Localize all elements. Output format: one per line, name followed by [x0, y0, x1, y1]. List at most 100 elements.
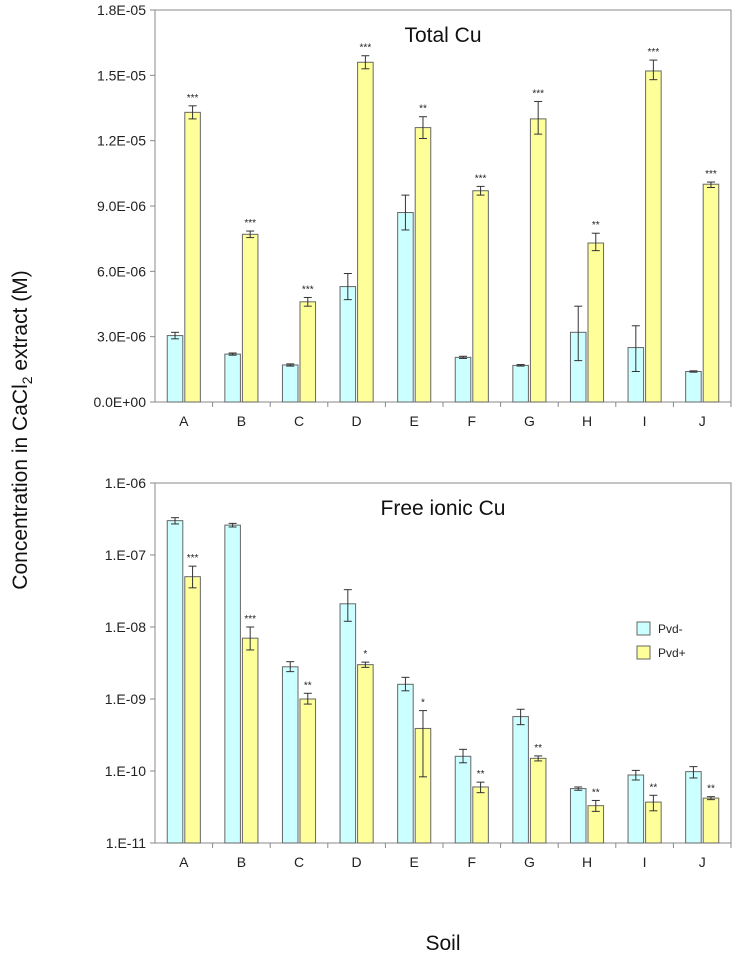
- y-axis-label-subscript: 2: [19, 376, 35, 384]
- bar-free-ionic-cu-pvdplus-B: [241, 637, 259, 844]
- bar-free-ionic-cu-pvdminus-G: [512, 716, 529, 844]
- bar-total-cu-pvdplus-I: [645, 70, 662, 403]
- x-tick-label: F: [468, 413, 477, 429]
- y-tick-label: 1.2E-05: [97, 133, 146, 149]
- x-tick-label: G: [524, 413, 535, 429]
- significance-label: **: [419, 104, 427, 115]
- significance-label: **: [477, 769, 485, 780]
- significance-label: ***: [532, 88, 544, 99]
- bar-free-ionic-cu-pvdminus-I: [627, 774, 645, 844]
- plot-frame-free-ionic-cu: [154, 482, 732, 844]
- bar-free-ionic-cu-pvdminus-F: [454, 755, 472, 844]
- significance-label: ***: [648, 47, 660, 58]
- x-tick-label: E: [410, 854, 419, 870]
- x-tick-label: G: [524, 854, 535, 870]
- significance-label: **: [649, 782, 657, 793]
- bar-free-ionic-cu-pvdplus-A: [184, 576, 201, 844]
- x-tick-label: F: [468, 854, 477, 870]
- bar-total-cu-pvdminus-C: [281, 364, 299, 403]
- significance-label: **: [304, 680, 312, 691]
- bar-total-cu-pvdplus-D: [357, 61, 374, 403]
- y-tick-label: 1.8E-05: [97, 2, 146, 18]
- bar-free-ionic-cu-pvdminus-J: [685, 771, 702, 844]
- bar-free-ionic-cu-pvdminus-E: [397, 683, 414, 844]
- significance-label: ***: [244, 614, 256, 625]
- bar-free-ionic-cu-pvdminus-D: [339, 603, 357, 844]
- x-tick-label: I: [643, 413, 647, 429]
- bar-total-cu-pvdplus-A: [184, 111, 201, 403]
- bar-total-cu-pvdplus-C: [299, 301, 317, 403]
- significance-label: **: [592, 787, 600, 798]
- y-tick-label: 0.0E+00: [93, 394, 146, 410]
- legend-label-pvd-minus: Pvd-: [658, 622, 683, 636]
- y-axis-label: Concentration in CaCl2 extract (M): [9, 270, 35, 589]
- x-tick-label: A: [179, 413, 189, 429]
- bar-free-ionic-cu-pvdplus-C: [299, 698, 317, 844]
- significance-label: **: [534, 743, 542, 754]
- y-tick-label: 1.E-10: [105, 763, 146, 779]
- bar-total-cu-pvdminus-D: [339, 286, 357, 403]
- x-tick-label: E: [410, 413, 419, 429]
- chart-title-total-cu: Total Cu: [404, 24, 481, 47]
- bar-total-cu-pvdplus-B: [241, 233, 259, 403]
- bar-total-cu-pvdminus-F: [454, 356, 472, 403]
- bar-total-cu-pvdminus-G: [512, 364, 529, 403]
- significance-label: *: [421, 698, 425, 709]
- chart-title-free-ionic-cu: Free ionic Cu: [381, 497, 506, 520]
- y-tick-label: 9.0E-06: [97, 198, 146, 214]
- x-tick-label: D: [352, 413, 362, 429]
- x-tick-label: J: [699, 413, 706, 429]
- x-tick-label: I: [643, 854, 647, 870]
- y-tick-label: 1.E-09: [105, 691, 146, 707]
- significance-label: ***: [187, 93, 199, 104]
- y-tick-label: 1.E-07: [105, 547, 146, 563]
- x-axis-label: Soil: [425, 932, 460, 955]
- panel-free-ionic-cu: Free ionic Cu 1.E-11 1.E-10 1.E-09 1.E-08 1.…: [105, 475, 732, 870]
- x-tick-label: A: [179, 854, 189, 870]
- bar-free-ionic-cu-pvdminus-H: [569, 788, 587, 844]
- legend-swatch-pvd-minus: [636, 621, 651, 636]
- plot-frame-total-cu: [154, 9, 732, 403]
- significance-label: **: [592, 220, 600, 231]
- y-axis-label-main: Concentration in CaCl: [9, 384, 32, 589]
- x-tick-label: B: [237, 413, 246, 429]
- significance-label: ***: [705, 169, 717, 180]
- x-tick-label: H: [582, 854, 592, 870]
- x-tick-label: D: [352, 854, 362, 870]
- bar-free-ionic-cu-pvdminus-B: [224, 524, 241, 844]
- legend-swatch-pvd-plus: [636, 645, 651, 660]
- bar-free-ionic-cu-pvdplus-F: [472, 786, 489, 844]
- significance-label: ***: [360, 43, 372, 54]
- x-tick-label: B: [237, 854, 246, 870]
- significance-label: *: [363, 649, 367, 660]
- x-tick-label: J: [699, 854, 706, 870]
- bar-total-cu-pvdminus-B: [224, 353, 241, 403]
- significance-label: ***: [475, 173, 487, 184]
- x-tick-label: C: [294, 854, 304, 870]
- bar-total-cu-pvdplus-F: [472, 190, 489, 403]
- significance-label: ***: [302, 284, 314, 295]
- bar-free-ionic-cu-pvdplus-D: [357, 664, 374, 844]
- y-tick-label: 1.E-06: [105, 475, 146, 491]
- bar-total-cu-pvdplus-H: [587, 242, 605, 403]
- bar-total-cu-pvdminus-A: [166, 335, 184, 403]
- legend-label-pvd-plus: Pvd+: [658, 646, 686, 660]
- bar-total-cu-pvdplus-G: [529, 118, 547, 403]
- panel-total-cu: Total Cu 0.0E+00 3.0E-06 6.0E-06 9.0E-06 1.2…: [93, 2, 732, 429]
- y-tick-label: 1.5E-05: [97, 67, 146, 83]
- bar-free-ionic-cu-pvdplus-J: [702, 797, 720, 844]
- bar-total-cu-pvdplus-J: [702, 183, 720, 403]
- x-tick-label: H: [582, 413, 592, 429]
- y-tick-label: 6.0E-06: [97, 263, 146, 279]
- y-axis-label-tail: extract (M): [9, 270, 32, 376]
- x-tick-label: C: [294, 413, 304, 429]
- bar-total-cu-pvdplus-E: [414, 127, 432, 403]
- bar-free-ionic-cu-pvdminus-A: [166, 520, 184, 844]
- significance-label: ***: [244, 218, 256, 229]
- bar-total-cu-pvdminus-E: [397, 212, 414, 403]
- bar-total-cu-pvdminus-J: [685, 371, 702, 403]
- significance-label: ***: [187, 553, 199, 564]
- y-tick-label: 1.E-08: [105, 619, 146, 635]
- y-tick-label: 1.E-11: [106, 835, 146, 851]
